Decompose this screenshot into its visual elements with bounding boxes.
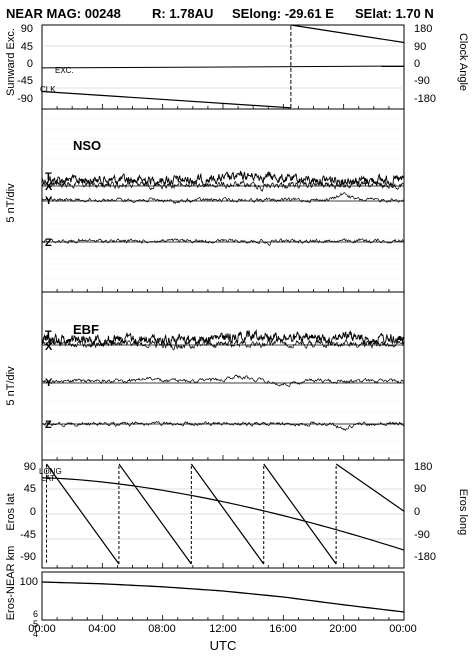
ytick-long-0: 180: [414, 461, 432, 473]
label-nso: NSO: [73, 138, 101, 153]
trace-label-nso-z: Z: [45, 237, 52, 249]
ytick-long-3: -90: [414, 529, 430, 541]
trace-label-ebf-x: X: [45, 341, 53, 353]
ytick-lat-4: -90: [20, 551, 36, 563]
label-ebf: EBF: [73, 322, 99, 337]
ytick-clock-3: -90: [414, 75, 430, 87]
legend-exc: EXC.: [55, 66, 74, 75]
ylabel-eros-lat: Eros lat: [5, 493, 17, 530]
ytick-long-2: 0: [414, 506, 420, 518]
title-distance: R: 1.78AU: [152, 6, 213, 21]
ytick-sunward-0: 90: [21, 23, 33, 35]
xtick-6: 00:00: [389, 623, 417, 635]
trace-exc: [41, 65, 405, 69]
ytick-clock-1: 90: [414, 41, 426, 53]
trace-nso-z: [42, 238, 404, 247]
ylabel-eros-long: Eros long: [457, 489, 469, 535]
trace-ebf-x: [41, 338, 405, 351]
xtick-2: 08:00: [148, 623, 176, 635]
ytick-long-1: 90: [414, 483, 426, 495]
xtick-4: 16:00: [269, 623, 297, 635]
ytick-sunward-3: -45: [17, 75, 33, 87]
trace-eros-long-3: [118, 463, 192, 565]
ylabel-ebf: 5 nT/div: [5, 366, 17, 406]
ytick-lat-2: 0: [30, 506, 36, 518]
trace-eros-long-1: [46, 463, 120, 565]
ytick-clock-2: 0: [414, 58, 420, 70]
trace-eros-long-9: [335, 463, 405, 512]
trace-label-ebf-t: T: [45, 329, 52, 341]
ylabel-sunward-exc: Sunward Exc.: [5, 28, 17, 96]
legend-clk: CLK: [40, 85, 56, 94]
trace-clk-b: [290, 24, 405, 44]
ylabel-nso: 5 nT/div: [5, 183, 17, 223]
panel-frame-2: [41, 291, 405, 461]
title-selat: SElat: 1.70 N: [355, 6, 434, 21]
trace-eros-long-5: [190, 463, 265, 565]
legend-long: LONG: [39, 467, 62, 476]
trace-eros-long-7: [263, 463, 337, 565]
ytick-range-1: 6: [33, 609, 38, 619]
ytick-sunward-4: -90: [17, 93, 33, 105]
ytick-long-4: -180: [414, 551, 436, 563]
trace-eros-lat: [41, 477, 405, 551]
ytick-clock-0: 180: [414, 23, 432, 35]
trace-nso-y: [41, 192, 404, 205]
ytick-sunward-2: 0: [27, 58, 33, 70]
ytick-lat-0: 90: [24, 461, 36, 473]
ytick-sunward-1: 45: [21, 41, 33, 53]
xtick-5: 20:00: [329, 623, 357, 635]
trace-label-nso-t: T: [45, 171, 52, 183]
xtick-0: 00:00: [28, 623, 56, 635]
ytick-lat-3: -45: [20, 529, 36, 541]
trace-eros-near-range: [41, 581, 405, 613]
title-mission: NEAR MAG: 00248: [6, 6, 121, 21]
trace-label-nso-x: X: [45, 181, 53, 193]
ytick-range-2: 5: [33, 619, 38, 629]
panel-frame-4: [41, 571, 405, 621]
trace-nso-x: [41, 179, 405, 193]
ytick-range-0: 100: [20, 576, 38, 588]
trace-ebf-z: [41, 420, 405, 431]
ylabel-eros-near: Eros-NEAR km: [5, 546, 17, 621]
trace-nso-t: [41, 170, 405, 188]
trace-ebf-y: [41, 374, 404, 387]
ytick-clock-4: -180: [414, 93, 436, 105]
ytick-range-3: 4: [33, 629, 38, 639]
xtick-3: 12:00: [209, 623, 237, 635]
data-traces: [41, 24, 405, 613]
title-selong: SElong: -29.61 E: [232, 6, 334, 21]
xtick-1: 04:00: [88, 623, 116, 635]
ylabel-clock-angle: Clock Angle: [457, 33, 469, 91]
xaxis-title: UTC: [210, 638, 237, 653]
trace-clk-a: [41, 90, 291, 109]
trace-label-nso-y: Y: [45, 195, 53, 207]
ytick-lat-1: 45: [24, 483, 36, 495]
trace-label-ebf-y: Y: [45, 377, 53, 389]
trace-label-ebf-z: Z: [45, 419, 52, 431]
legend-lat: LAT: [41, 474, 55, 483]
